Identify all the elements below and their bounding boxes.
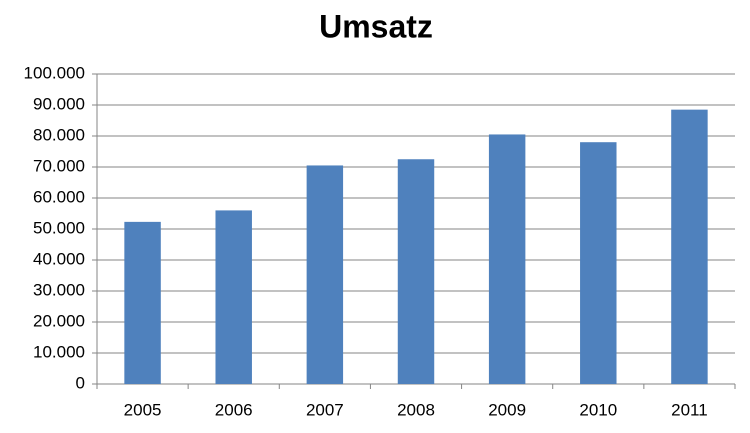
y-tick-label: 20.000 [33,311,85,330]
chart-title: Umsatz [319,8,433,44]
y-tick-label: 40.000 [33,249,85,268]
y-tick-label: 10.000 [33,342,85,361]
bar [397,159,435,384]
y-tick-label: 0 [76,373,85,392]
y-tick-label: 60.000 [33,187,85,206]
x-tick-label: 2011 [671,400,708,419]
bar [124,221,161,384]
x-tick-label: 2009 [488,400,526,419]
bar [488,134,526,384]
x-tick-label: 2005 [124,400,162,419]
x-tick-label: 2007 [306,400,344,419]
bar [580,142,617,384]
x-tick-label: 2010 [579,400,617,419]
y-tick-label: 100.000 [24,63,85,82]
y-tick-label: 90.000 [33,94,85,113]
bar [215,210,252,384]
y-tick-label: 70.000 [33,156,85,175]
x-tick-label: 2008 [397,400,435,419]
bar [306,165,344,384]
bar [671,109,708,385]
y-tick-label: 30.000 [33,280,85,299]
y-tick-label: 80.000 [33,125,85,144]
x-tick-label: 2006 [215,400,253,419]
y-tick-label: 50.000 [33,218,85,237]
